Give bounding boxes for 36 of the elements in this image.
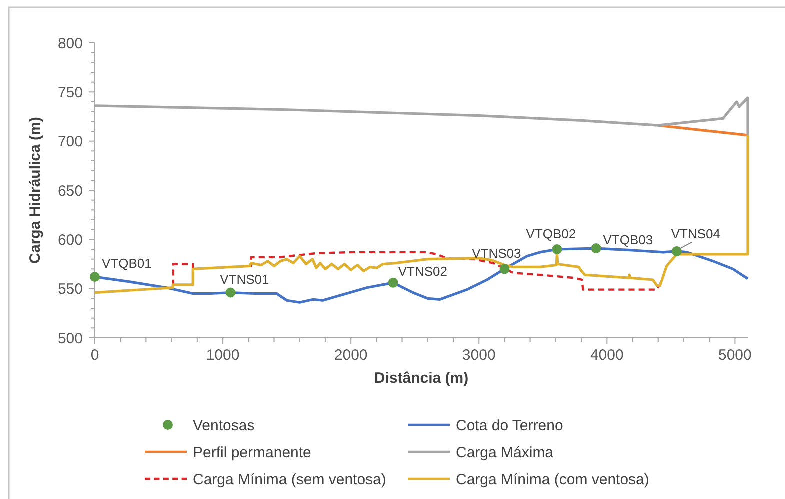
- annotation: VTNS01: [220, 272, 270, 287]
- y-tick-label: 750: [58, 84, 83, 102]
- point: [552, 244, 562, 254]
- line-series: [94, 134, 750, 294]
- annotation: VTNS02: [398, 264, 448, 279]
- x-tick-label: 4000: [590, 347, 624, 364]
- point: [388, 278, 398, 288]
- y-tick-label: 600: [58, 232, 83, 249]
- y-tick-label: 650: [58, 182, 83, 200]
- point: [90, 272, 100, 282]
- annotation: VTQB01: [102, 256, 152, 272]
- annotation: VTNS03: [472, 246, 522, 262]
- legend-label: Carga Máxima: [456, 444, 554, 462]
- legend-label: Carga Mínima (sem ventosa): [193, 471, 386, 488]
- x-tick-label: 5000: [718, 347, 752, 364]
- annotation: VTQB02: [526, 226, 576, 242]
- legend-label: Perfil permanente: [193, 444, 312, 462]
- point: [591, 244, 602, 254]
- point: [226, 288, 236, 298]
- legend-label: Ventosas: [193, 417, 255, 434]
- point: [672, 246, 682, 256]
- x-tick-label: 0: [90, 347, 100, 364]
- legend-label: Carga Mínima (com ventosa): [456, 471, 650, 488]
- point: [500, 264, 510, 274]
- legend-label: Cota do Terreno: [456, 417, 564, 434]
- y-tick-label: 700: [58, 134, 83, 151]
- annotation: VTNS04: [671, 226, 721, 242]
- y-axis-title: Carga Hidráulica (m): [27, 117, 44, 264]
- x-tick-label: 3000: [462, 347, 496, 364]
- annotation: VTQB03: [603, 232, 654, 248]
- x-axis-title: Distância (m): [374, 370, 469, 387]
- y-tick-label: 500: [58, 330, 83, 348]
- x-tick-label: 2000: [334, 347, 368, 364]
- y-tick-label: 800: [58, 35, 83, 52]
- y-tick-label: 550: [58, 281, 83, 298]
- x-tick-label: 1000: [206, 347, 240, 364]
